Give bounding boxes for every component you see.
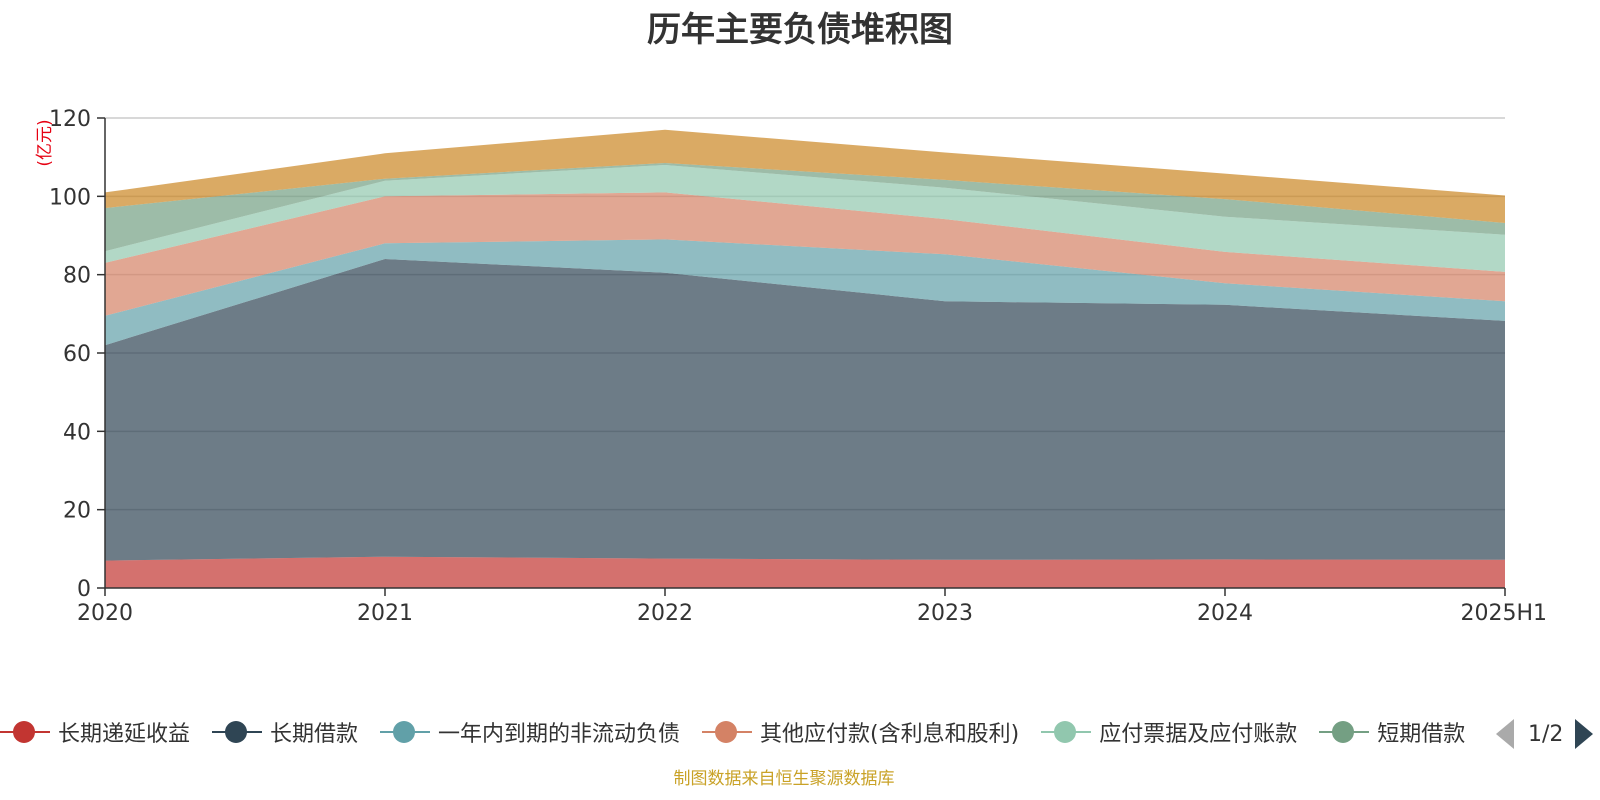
y-tick-label-40: 40 [63, 420, 91, 445]
y-tick-label-60: 60 [63, 342, 91, 367]
x-tick-label-1: 2021 [357, 601, 413, 626]
legend-item-3[interactable]: 其他应付款(含利息和股利) [702, 716, 1019, 748]
y-tick-label-20: 20 [63, 499, 91, 524]
legend-pager: 1/2 [1496, 716, 1594, 752]
axes: 0 20 40 60 80 100 120 2020 2021 2022 2023 2024 2025H… [49, 107, 1547, 626]
area-series-1[interactable] [105, 259, 1505, 561]
legend-item-5[interactable]: 短期借款 [1319, 716, 1465, 748]
legend-label: 一年内到期的非流动负债 [438, 722, 681, 747]
legend-prev-page-icon[interactable] [1496, 719, 1514, 749]
legend-item-2[interactable]: 一年内到期的非流动负债 [380, 716, 680, 748]
legend-label: 短期借款 [1377, 722, 1466, 747]
y-axis-title: (亿元) [35, 119, 55, 166]
legend-marker-icon [212, 716, 263, 748]
area-series-0[interactable] [105, 556, 1505, 588]
y-tick-label-100: 100 [49, 185, 91, 210]
legend-label: 其他应付款(含利息和股利) [760, 722, 1020, 747]
legend-label: 长期借款 [270, 722, 359, 747]
legend-marker-icon [380, 716, 431, 748]
legend-next-page-icon[interactable] [1575, 719, 1594, 749]
x-tick-label-2: 2022 [637, 601, 693, 626]
legend-label: 长期递延收益 [58, 722, 191, 747]
legend-marker-icon [702, 716, 753, 748]
legend: 长期递延收益 长期借款 一年内到期的非流动负债 其他应付款(含利息和股利) 应付票据及应… [0, 716, 1600, 756]
y-tick-label-120: 120 [49, 107, 91, 132]
legend-marker-icon [0, 716, 50, 748]
stacked-area-chart: 0 20 40 60 80 100 120 2020 2021 2022 2023 2024 2025H… [35, 107, 1547, 626]
source-note: 制图数据来自恒生聚源数据库 [673, 769, 895, 789]
area-series-6[interactable] [105, 129, 1505, 223]
legend-items: 长期递延收益 长期借款 一年内到期的非流动负债 其他应付款(含利息和股利) 应付票据及应… [0, 716, 1490, 756]
area-series-5[interactable] [105, 163, 1505, 252]
legend-item-1[interactable]: 长期借款 [212, 716, 358, 748]
x-tick-label-4: 2024 [1197, 601, 1253, 626]
x-tick-label-0: 2020 [77, 601, 133, 626]
legend-page-indicator: 1/2 [1528, 721, 1564, 747]
chart-title: 历年主要负债堆积图 [647, 10, 953, 50]
area-series-4[interactable] [105, 165, 1505, 272]
legend-marker-icon [1041, 716, 1092, 748]
area-series-3[interactable] [105, 192, 1505, 316]
y-tick-label-0: 0 [77, 577, 91, 602]
x-tick-label-5: 2025H1 [1460, 601, 1547, 626]
area-series-group[interactable] [105, 129, 1505, 588]
x-tick-label-3: 2023 [917, 601, 973, 626]
y-tick-label-80: 80 [63, 264, 91, 289]
legend-item-4[interactable]: 应付票据及应付账款 [1041, 716, 1297, 748]
legend-marker-icon [1319, 716, 1370, 748]
legend-item-0[interactable]: 长期递延收益 [0, 716, 190, 748]
legend-label: 应付票据及应付账款 [1099, 722, 1298, 747]
area-series-2[interactable] [105, 239, 1505, 346]
